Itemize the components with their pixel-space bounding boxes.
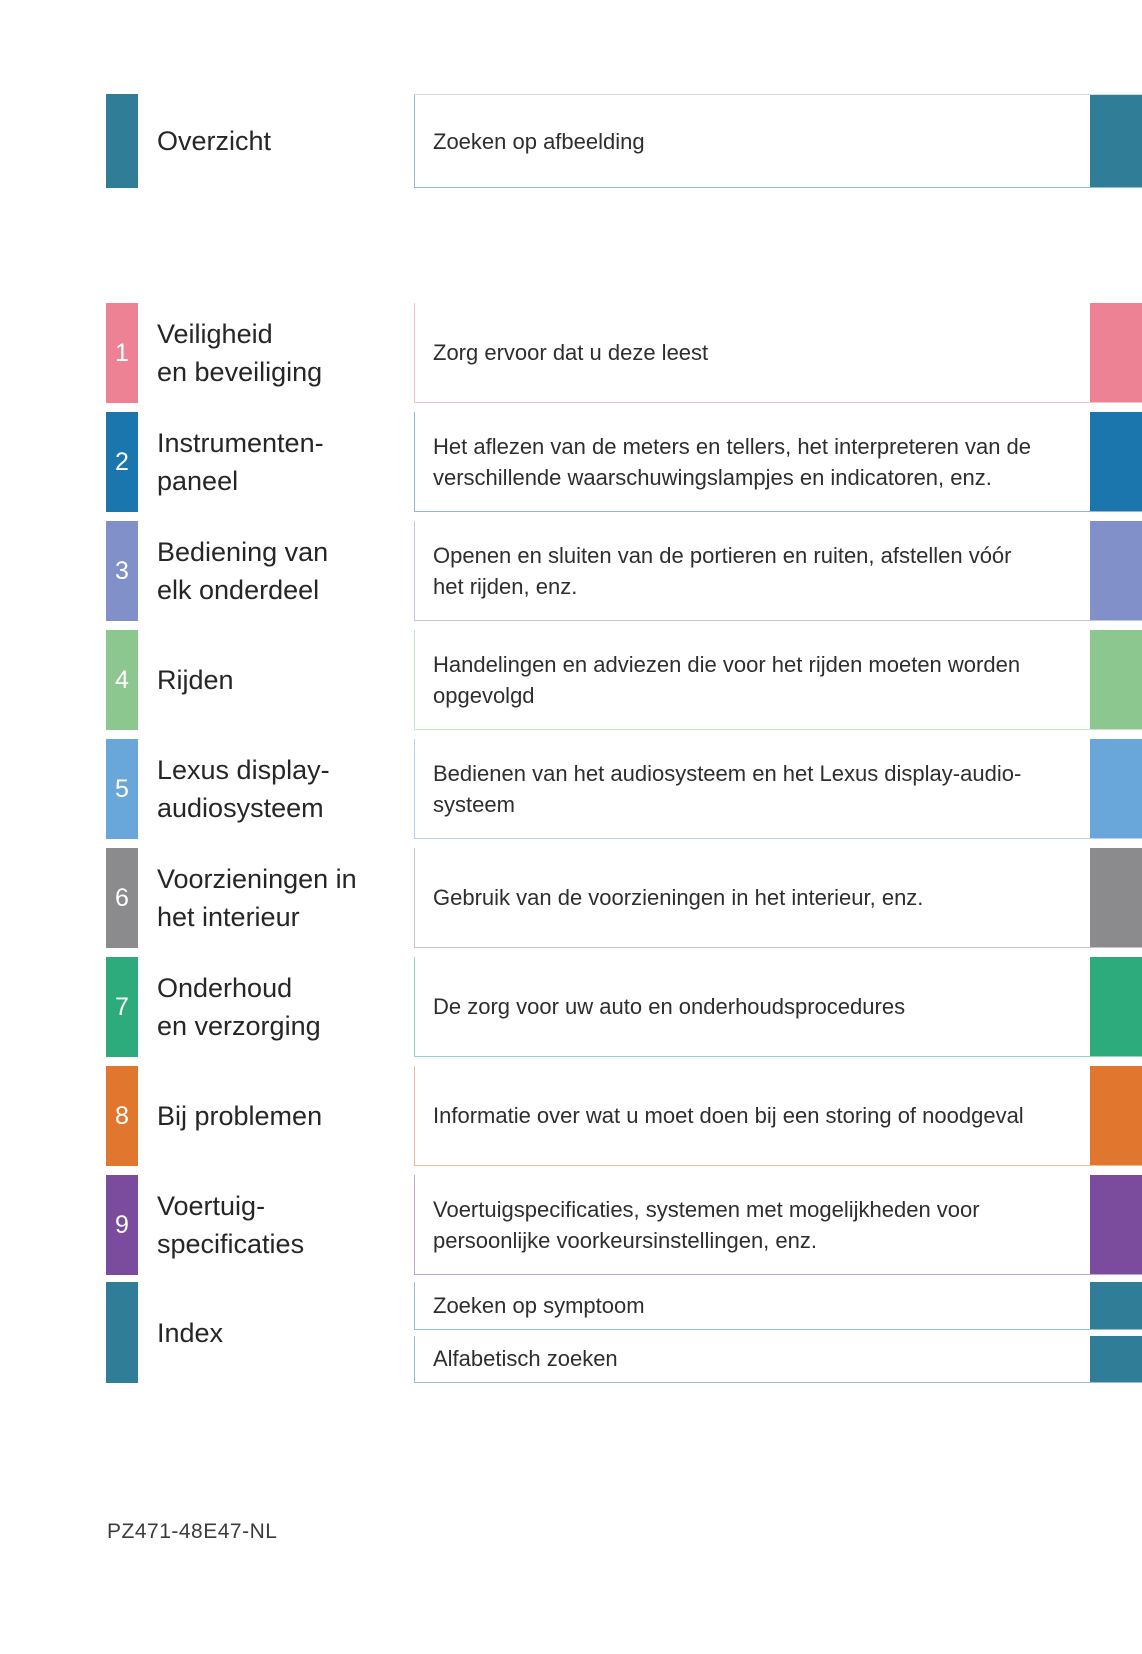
- chapter-number: 2: [115, 447, 129, 476]
- chapter-title: Voorzieningen in het interieur: [157, 864, 357, 932]
- chapter-number: 4: [115, 665, 129, 694]
- chapter-row: 3 Bediening van elk onderdeel Openen en …: [0, 521, 1142, 621]
- chapter-description-box: Voertuigspecificaties, systemen met moge…: [414, 1175, 1142, 1275]
- chapter-row: 5 Lexus display- audiosysteem Bedienen v…: [0, 739, 1142, 839]
- index-right-tab: [1090, 1282, 1142, 1329]
- chapter-right-tab: [1090, 957, 1142, 1056]
- chapter-number: 1: [115, 338, 129, 367]
- chapter-number-tab: 3: [106, 521, 138, 621]
- chapter-number-tab: 7: [106, 957, 138, 1057]
- overview-left-tab: [106, 94, 138, 188]
- index-item-box: Alfabetisch zoeken: [414, 1335, 1142, 1383]
- chapter-right-tab: [1090, 1175, 1142, 1274]
- chapter-title: Veiligheid en beveiliging: [157, 319, 323, 387]
- chapter-description-box: Het aflezen van de meters en tellers, he…: [414, 412, 1142, 512]
- overview-title: Overzicht: [157, 126, 272, 156]
- chapter-right-tab: [1090, 848, 1142, 947]
- chapter-row: 9 Voertuig- specificaties Voertuigspecif…: [0, 1175, 1142, 1275]
- footer: PZ471-48E47-NL: [107, 1520, 277, 1544]
- chapter-description-box: Gebruik van de voorzieningen in het inte…: [414, 848, 1142, 948]
- chapter-row: 4 Rijden Handelingen en adviezen die voo…: [0, 630, 1142, 730]
- index-boxes: Zoeken op symptoom Alfabetisch zoeken: [414, 1282, 1142, 1383]
- chapter-list: 1 Veiligheid en beveiliging Zorg ervoor …: [0, 303, 1142, 1275]
- chapter-number-tab: 9: [106, 1175, 138, 1275]
- chapter-title: Lexus display- audiosysteem: [157, 755, 330, 823]
- chapter-description-box: Bedienen van het audiosysteem en het Lex…: [414, 739, 1142, 839]
- index-left-tab: [106, 1282, 138, 1383]
- chapter-description: Gebruik van de voorzieningen in het inte…: [433, 885, 924, 910]
- publication-code: PZ471-48E47-NL: [107, 1520, 278, 1543]
- chapter-number: 5: [115, 774, 129, 803]
- chapter-row: 6 Voorzieningen in het interieur Gebruik…: [0, 848, 1142, 948]
- chapter-description: Zorg ervoor dat u deze leest: [433, 340, 709, 365]
- chapter-number: 8: [115, 1101, 129, 1130]
- index-item-label: Zoeken op symptoom: [433, 1292, 645, 1318]
- chapter-row: 8 Bij problemen Informatie over wat u mo…: [0, 1066, 1142, 1166]
- index-item-label: Alfabetisch zoeken: [433, 1346, 618, 1372]
- chapter-description: De zorg voor uw auto en onderhoudsproced…: [433, 994, 906, 1019]
- chapter-right-tab: [1090, 303, 1142, 402]
- overview-row: Overzicht Zoeken op afbeelding: [0, 94, 1142, 188]
- chapter-title: Rijden: [157, 665, 234, 695]
- chapter-number-tab: 1: [106, 303, 138, 403]
- chapter-description: Informatie over wat u moet doen bij een …: [433, 1103, 1024, 1128]
- chapter-title: Instrumenten- paneel: [157, 428, 324, 496]
- chapter-row: 1 Veiligheid en beveiliging Zorg ervoor …: [0, 303, 1142, 403]
- index-right-tab: [1090, 1335, 1142, 1382]
- chapter-title: Bediening van elk onderdeel: [157, 537, 329, 605]
- chapter-title: Onderhoud en verzorging: [157, 973, 321, 1041]
- chapter-description: Het aflezen van de meters en tellers, he…: [433, 433, 1032, 490]
- chapter-description: Bedienen van het audiosysteem en het Lex…: [433, 760, 1022, 817]
- chapter-number-tab: 6: [106, 848, 138, 948]
- overview-description-box: Zoeken op afbeelding: [414, 94, 1142, 188]
- chapter-number: 6: [115, 883, 129, 912]
- chapter-row: 7 Onderhoud en verzorging De zorg voor u…: [0, 957, 1142, 1057]
- chapter-number-tab: 5: [106, 739, 138, 839]
- overview-description: Zoeken op afbeelding: [433, 128, 645, 154]
- overview-right-tab: [1090, 95, 1142, 187]
- chapter-title: Bij problemen: [157, 1101, 323, 1131]
- chapter-description: Voertuigspecificaties, systemen met moge…: [433, 1196, 980, 1253]
- chapter-right-tab: [1090, 630, 1142, 729]
- chapter-number: 9: [115, 1210, 129, 1239]
- chapter-row: 2 Instrumenten- paneel Het aflezen van d…: [0, 412, 1142, 512]
- chapter-number-tab: 8: [106, 1066, 138, 1166]
- chapter-right-tab: [1090, 1066, 1142, 1165]
- chapter-description-box: Handelingen en adviezen die voor het rij…: [414, 630, 1142, 730]
- chapter-right-tab: [1090, 521, 1142, 620]
- chapter-number: 7: [115, 992, 129, 1021]
- chapter-title: Voertuig- specificaties: [157, 1191, 305, 1259]
- chapter-right-tab: [1090, 412, 1142, 511]
- chapter-description-box: Openen en sluiten van de portieren en ru…: [414, 521, 1142, 621]
- index-item-box: Zoeken op symptoom: [414, 1282, 1142, 1330]
- index-row: Index Zoeken op symptoom Alfabetisch zoe…: [0, 1282, 1142, 1383]
- chapter-description: Handelingen en adviezen die voor het rij…: [433, 651, 1021, 708]
- chapter-number-tab: 4: [106, 630, 138, 730]
- chapter-description-box: Zorg ervoor dat u deze leest: [414, 303, 1142, 403]
- chapter-description-box: De zorg voor uw auto en onderhoudsproced…: [414, 957, 1142, 1057]
- chapter-description-box: Informatie over wat u moet doen bij een …: [414, 1066, 1142, 1166]
- chapter-number-tab: 2: [106, 412, 138, 512]
- chapter-description: Openen en sluiten van de portieren en ru…: [433, 542, 1012, 599]
- chapter-right-tab: [1090, 739, 1142, 838]
- chapter-number: 3: [115, 556, 129, 585]
- index-title: Index: [157, 1317, 224, 1348]
